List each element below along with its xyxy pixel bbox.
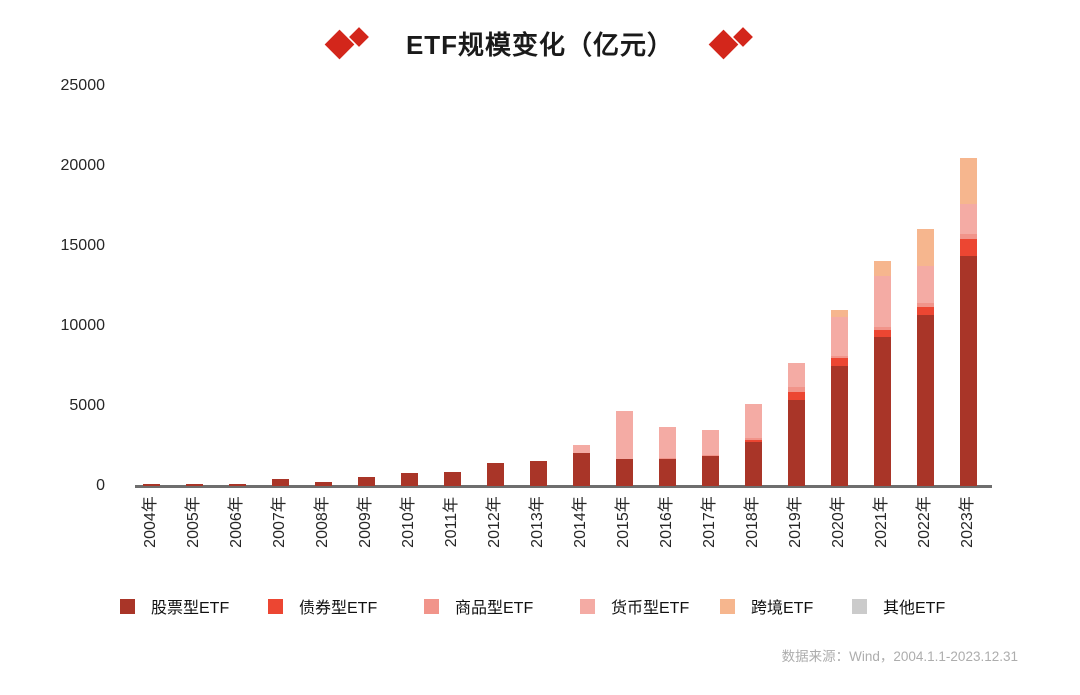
x-axis-label: 2019年 [787,496,804,548]
legend-item: 货币型ETF [580,594,689,618]
y-axis-tick: 10000 [60,317,106,334]
bar-segment [830,366,848,486]
bar-segment [873,261,891,276]
legend-label: 跨境ETF [751,600,814,617]
bar-segment [744,404,762,438]
bar-segment [873,275,891,327]
bar-segment [744,438,762,440]
bar-segment [228,483,246,486]
legend-label: 股票型ETF [151,600,230,617]
bar-segment [572,453,590,486]
bar-segment [959,234,977,239]
x-axis-label: 2013年 [529,496,546,548]
bar-segment [916,314,934,486]
legend-swatch [852,598,867,614]
x-axis-label: 2021年 [873,496,890,548]
legend-swatch [720,598,735,614]
bar-segment [830,310,848,318]
legend-item: 商品型ETF [424,594,533,618]
bar-segment [916,266,934,303]
legend-label: 货币型ETF [611,600,690,617]
bar-segment [701,454,719,456]
x-axis-label: 2008年 [314,496,331,548]
x-axis-label: 2012年 [486,496,503,548]
bar-segment [787,399,805,486]
bar-segment [357,476,375,486]
bar-segment [916,229,934,266]
bar-segment [959,238,977,256]
legend-label: 商品型ETF [455,600,534,617]
bar-segment [658,458,676,486]
x-axis-label: 2009年 [357,496,374,548]
x-axis-label: 2007年 [271,496,288,548]
bar-segment [916,302,934,307]
bar-segment [142,484,160,486]
bar-segment [271,479,289,486]
y-axis-tick: 5000 [69,397,105,414]
bar-segment [744,439,762,442]
y-axis-tick: 0 [96,477,105,494]
legend-item: 跨境ETF [720,594,813,618]
data-source-note: 数据来源：Wind，2004.1.1-2023.12.31 [781,649,1018,664]
bar-segment [830,355,848,358]
bar-segment [701,455,719,486]
x-axis-label: 2020年 [830,496,847,548]
bar-segment [658,458,676,459]
bar-segment [787,362,805,387]
bar-segment [830,358,848,366]
x-axis-label: 2018年 [744,496,761,548]
x-axis-label: 2014年 [572,496,589,548]
x-axis-label: 2017年 [701,496,718,548]
bar-segment [185,484,203,486]
bar-segment [830,317,848,356]
y-axis-tick: 25000 [60,77,106,94]
legend-item: 债券型ETF [268,594,377,618]
chart-title: ETF规模变化（亿元） [405,29,675,60]
x-axis-label: 2006年 [228,496,245,548]
bar-segment [701,429,719,455]
bar-segment [529,461,547,486]
bar-segment [873,326,891,330]
bar-segment [658,426,676,458]
bar-segment [873,330,891,338]
x-axis-label: 2005年 [185,496,202,548]
chart-title-row: ETF规模变化（亿元） [0,24,1080,62]
bar-segment [959,255,977,486]
bar-segment [959,203,977,234]
bar-segment [873,337,891,486]
bar-segment [744,442,762,486]
x-axis-label: 2016年 [658,496,675,548]
legend-label: 债券型ETF [299,600,378,617]
legend-item: 股票型ETF [120,594,229,618]
x-axis-label: 2023年 [959,496,976,548]
bar-segment [959,158,977,204]
legend-swatch [268,598,283,614]
y-axis-tick: 15000 [60,237,106,254]
bar-segment [615,410,633,459]
bar-segment [787,391,805,400]
x-axis-label: 2004年 [142,496,159,548]
bar-segment [314,482,332,486]
bar-segment [400,473,418,486]
legend-label: 其他ETF [883,600,946,617]
legend-swatch [424,598,439,614]
x-axis-label: 2010年 [400,496,417,548]
bar-segment [787,386,805,392]
x-axis-label: 2022年 [916,496,933,548]
x-axis-label: 2011年 [443,496,460,548]
legend-swatch [120,598,135,614]
x-axis-line [135,485,992,488]
x-axis-label: 2015年 [615,496,632,548]
bar-segment [916,306,934,315]
legend-swatch [580,598,595,614]
y-axis-tick: 20000 [60,157,106,174]
bar-segment [486,462,504,486]
bar-segment [572,445,590,454]
bar-segment [443,472,461,486]
bar-segment [615,458,633,486]
legend-item: 其他ETF [852,594,945,618]
